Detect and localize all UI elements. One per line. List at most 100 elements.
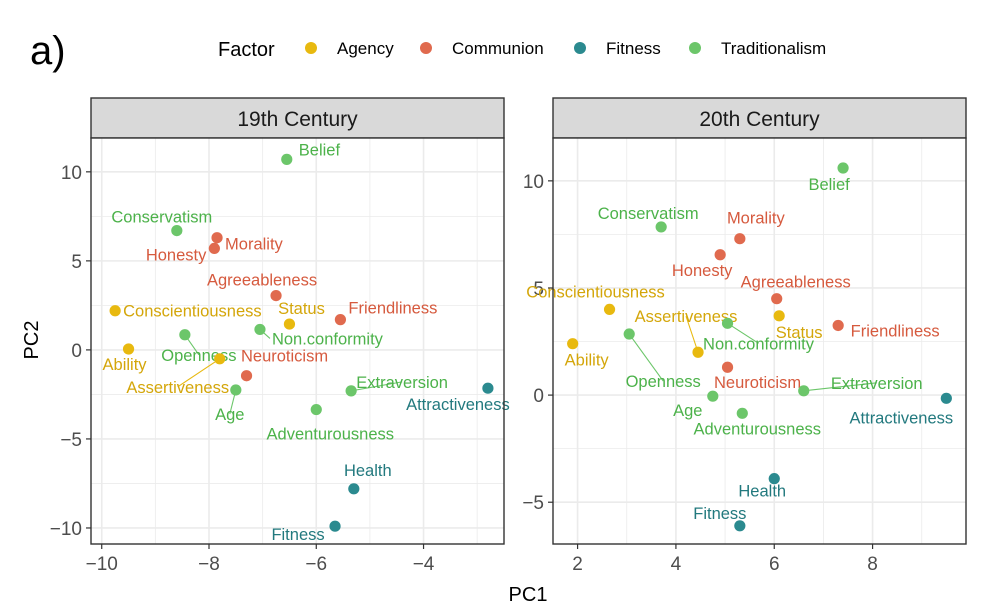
facet-strip: [90, 97, 505, 139]
point-neuroticism: [721, 361, 734, 373]
point-label-honesty: Honesty: [146, 246, 207, 264]
point-label-adventurousness: Adventurousness: [694, 420, 822, 438]
point-status: [283, 318, 296, 330]
legend-key-agency: [305, 42, 317, 54]
gridlines: [91, 138, 504, 544]
leader-line: [803, 382, 877, 392]
panel-19th-century: 19th Century −10 −8 −6 −4 −10 −5 0 5 10 Belief Cons…: [50, 97, 510, 575]
point-morality: [734, 233, 746, 245]
point-label-neuroticism: Neuroticism: [714, 374, 801, 392]
legend-key-traditionalism: [689, 42, 701, 54]
plot-area: [553, 138, 966, 544]
x-tick-label: 8: [867, 554, 878, 575]
point-agreeableness: [270, 289, 282, 302]
y-tick-label: −10: [50, 519, 82, 540]
point-label-morality: Morality: [727, 210, 786, 228]
point-adventurousness: [310, 403, 322, 416]
point-label-non-conformity: Non.conformity: [703, 335, 815, 353]
point-label-status: Status: [776, 324, 823, 342]
point-ability: [567, 338, 579, 350]
x-tick-label: −4: [413, 554, 435, 575]
point-age: [230, 384, 242, 396]
y-tick-label: 10: [61, 163, 82, 184]
point-assertiveness: [692, 346, 704, 358]
point-label-fitness: Fitness: [271, 526, 324, 544]
point-label-age: Age: [215, 406, 244, 424]
point-neuroticism: [240, 370, 253, 382]
data-points: Belief Conservatism Morality HonestyAgreeab…: [103, 141, 510, 544]
point-label-conservatism: Conservatism: [598, 205, 699, 223]
facet-title: 20th Century: [699, 108, 820, 131]
point-conservatism: [171, 224, 183, 237]
point-attractiveness: [940, 392, 952, 404]
axes: −10 −8 −6 −4 −10 −5 0 5 10: [50, 163, 435, 575]
point-label-assertiveness: Assertiveness: [126, 379, 229, 397]
leader-line: [351, 381, 403, 392]
point-label-ability: Ability: [103, 356, 148, 374]
point-openness: [623, 328, 635, 340]
legend: Factor Agency Communion Fitness Traditio…: [218, 39, 826, 61]
point-label-openness: Openness: [626, 373, 701, 391]
data-points: Belief Conservatism Morality Honesty Agreeab…: [526, 162, 954, 532]
leader-line: [177, 358, 221, 388]
x-tick-label: 4: [671, 554, 682, 575]
point-honesty: [208, 242, 220, 255]
legend-key-communion: [420, 42, 432, 54]
point-conservatism: [655, 221, 667, 233]
point-label-agreeableness: Agreeableness: [207, 272, 317, 290]
legend-key-fitness: [574, 42, 586, 54]
y-tick-label: 0: [71, 341, 82, 362]
point-label-adventurousness: Adventurousness: [267, 426, 395, 444]
point-label-fitness: Fitness: [693, 505, 746, 523]
point-label-agreeableness: Agreeableness: [741, 274, 851, 292]
panel-20th-century: 20th Century 2 4 6 8 −5 0 5 10 Belief Conservatism…: [522, 97, 967, 575]
point-friendliness: [832, 319, 844, 332]
y-tick-label: 10: [523, 172, 544, 193]
legend-entry-fitness: Fitness: [574, 39, 661, 58]
panel-border: [90, 137, 505, 545]
panel-border: [552, 137, 967, 545]
y-tick-label: 0: [533, 386, 544, 407]
point-label-non-conformity: Non.conformity: [272, 330, 384, 348]
point-fitness: [734, 520, 746, 532]
point-label-conservatism: Conservatism: [111, 209, 212, 227]
legend-label-traditionalism: Traditionalism: [721, 39, 826, 58]
point-honesty: [714, 249, 726, 261]
point-label-belief: Belief: [299, 141, 341, 159]
point-ability: [122, 343, 135, 355]
point-label-morality: Morality: [225, 236, 284, 254]
y-tick-label: −5: [60, 430, 82, 451]
point-label-ability: Ability: [565, 352, 610, 370]
point-non-conformity: [254, 323, 266, 336]
point-label-status: Status: [278, 300, 325, 318]
point-label-health: Health: [738, 483, 786, 501]
point-label-attractiveness: Attractiveness: [850, 409, 954, 427]
legend-entry-traditionalism: Traditionalism: [689, 39, 826, 58]
point-extraversion: [798, 385, 810, 397]
legend-label-agency: Agency: [337, 39, 394, 58]
point-conscientiousness: [109, 305, 121, 317]
point-label-assertiveness: Assertiveness: [635, 308, 738, 326]
point-label-honesty: Honesty: [672, 262, 733, 280]
legend-entry-agency: Agency: [305, 39, 394, 58]
point-label-attractiveness: Attractiveness: [406, 396, 510, 414]
y-tick-label: −5: [522, 493, 544, 514]
point-health: [348, 483, 360, 495]
panel-label: a): [30, 29, 66, 73]
y-axis-title: PC2: [21, 321, 43, 360]
x-axis-title: PC1: [509, 584, 548, 606]
legend-label-communion: Communion: [452, 39, 544, 58]
point-openness: [179, 329, 191, 341]
y-tick-label: 5: [533, 279, 544, 300]
point-label-age: Age: [673, 402, 702, 420]
point-morality: [211, 232, 223, 244]
point-label-conscientiousness: Conscientiousness: [526, 283, 665, 301]
point-label-openness: Openness: [161, 347, 236, 365]
point-label-belief: Belief: [808, 176, 850, 194]
legend-title: Factor: [218, 39, 275, 61]
point-label-extraversion: Extraversion: [831, 375, 923, 393]
point-label-neuroticism: Neuroticism: [241, 348, 328, 366]
point-agreeableness: [771, 293, 783, 305]
point-label-friendliness: Friendliness: [348, 300, 437, 318]
